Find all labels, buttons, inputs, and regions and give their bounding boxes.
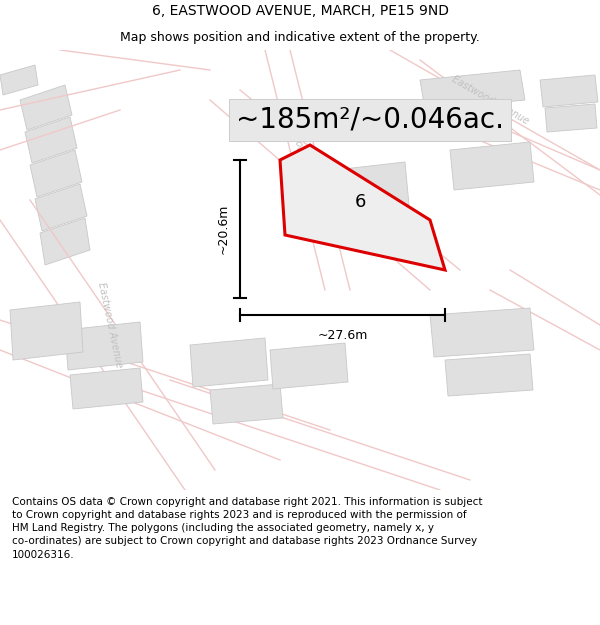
Polygon shape: [445, 354, 533, 396]
Text: ~20.6m: ~20.6m: [217, 204, 230, 254]
Polygon shape: [25, 117, 77, 163]
Text: Contains OS data © Crown copyright and database right 2021. This information is : Contains OS data © Crown copyright and d…: [12, 497, 482, 559]
Polygon shape: [65, 322, 143, 370]
Polygon shape: [30, 150, 82, 197]
Text: Eastwood Avenue: Eastwood Avenue: [289, 111, 311, 199]
Text: 6, EASTWOOD AVENUE, MARCH, PE15 9ND: 6, EASTWOOD AVENUE, MARCH, PE15 9ND: [151, 4, 449, 18]
Polygon shape: [545, 104, 597, 132]
Polygon shape: [540, 75, 598, 107]
Polygon shape: [70, 368, 143, 409]
Polygon shape: [270, 343, 348, 389]
Polygon shape: [20, 85, 72, 130]
Polygon shape: [450, 142, 534, 190]
Polygon shape: [335, 162, 409, 213]
Polygon shape: [420, 70, 525, 110]
Text: Eastwood Avenue: Eastwood Avenue: [96, 281, 124, 369]
Polygon shape: [40, 218, 90, 265]
Polygon shape: [280, 145, 445, 270]
Polygon shape: [210, 384, 283, 424]
Text: ~27.6m: ~27.6m: [317, 329, 368, 342]
Text: Eastwood Avenue: Eastwood Avenue: [450, 74, 530, 126]
Text: 6: 6: [355, 193, 365, 211]
Text: ~185m²/~0.046ac.: ~185m²/~0.046ac.: [236, 106, 504, 134]
Text: Map shows position and indicative extent of the property.: Map shows position and indicative extent…: [120, 31, 480, 44]
Polygon shape: [0, 65, 38, 95]
Polygon shape: [430, 308, 534, 357]
Polygon shape: [10, 302, 83, 360]
Polygon shape: [190, 338, 268, 387]
Polygon shape: [35, 184, 87, 231]
